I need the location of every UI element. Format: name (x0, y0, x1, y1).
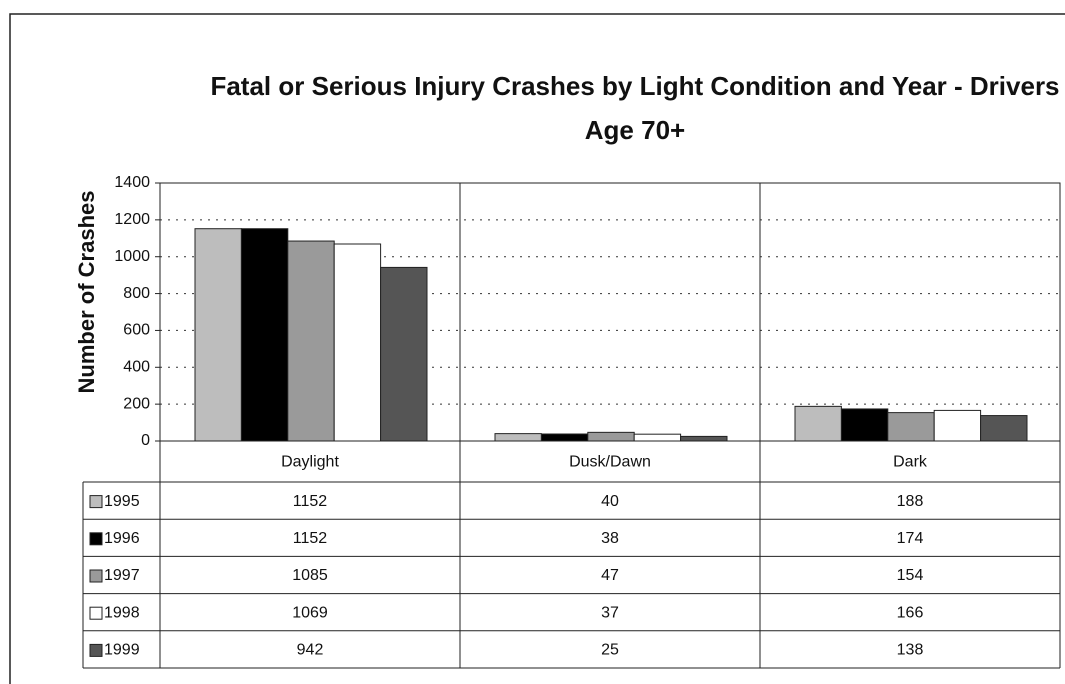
table-cell: 37 (601, 604, 619, 621)
y-tick-label: 800 (123, 285, 150, 302)
legend-label: 1996 (104, 530, 140, 547)
table-cell: 1152 (293, 530, 328, 547)
table-cell: 188 (897, 493, 924, 510)
y-tick-label: 600 (123, 322, 150, 339)
table-cell: 25 (601, 642, 619, 659)
bar (380, 266, 428, 442)
legend-label: 1995 (104, 493, 140, 510)
bar (540, 433, 589, 442)
plot-frame (159, 182, 1061, 442)
y-tick-label: 1400 (114, 174, 150, 191)
table-cell: 154 (897, 567, 924, 584)
legend-swatch (89, 643, 103, 657)
table-cell: 40 (601, 493, 619, 510)
table-cell: 38 (601, 530, 619, 547)
table-cell: 47 (601, 567, 619, 584)
bar (194, 228, 242, 442)
bar (680, 435, 728, 442)
bar (333, 243, 382, 442)
bar (587, 431, 635, 442)
legend-label: 1997 (104, 567, 140, 584)
table-cell: 138 (897, 642, 924, 659)
x-tick-label: Dusk/Dawn (569, 454, 651, 471)
bar (887, 412, 935, 442)
bar (980, 415, 1028, 442)
y-tick-label: 400 (123, 359, 150, 376)
legend-swatch (89, 569, 103, 583)
legend-swatch (89, 532, 103, 546)
bar (287, 240, 335, 442)
table-cell: 174 (897, 530, 924, 547)
legend-label: 1999 (104, 642, 140, 659)
bar (494, 433, 542, 442)
table-cell: 1069 (292, 604, 328, 621)
frame (9, 13, 1065, 684)
bar (794, 405, 842, 442)
table-cell: 1085 (292, 567, 328, 584)
y-tick-label: 1000 (114, 248, 150, 265)
legend-label: 1998 (104, 604, 140, 621)
bar (840, 408, 889, 442)
y-axis-label: Number of Crashes (74, 191, 99, 394)
legend-swatch (89, 606, 103, 620)
table-cell: 166 (897, 604, 924, 621)
y-tick-label: 1200 (114, 211, 150, 228)
bar (933, 409, 982, 442)
table-cell: 942 (297, 642, 324, 659)
bar (633, 433, 682, 442)
x-tick-label: Dark (893, 454, 928, 471)
y-tick-label: 200 (123, 395, 150, 412)
y-tick-label: 0 (141, 432, 150, 449)
table-cell: 1152 (293, 493, 328, 510)
x-tick-label: Daylight (281, 454, 339, 471)
chart-title: Fatal or Serious Injury Crashes by Light… (210, 71, 1060, 145)
legend-swatch (89, 495, 103, 509)
bar (240, 228, 289, 442)
